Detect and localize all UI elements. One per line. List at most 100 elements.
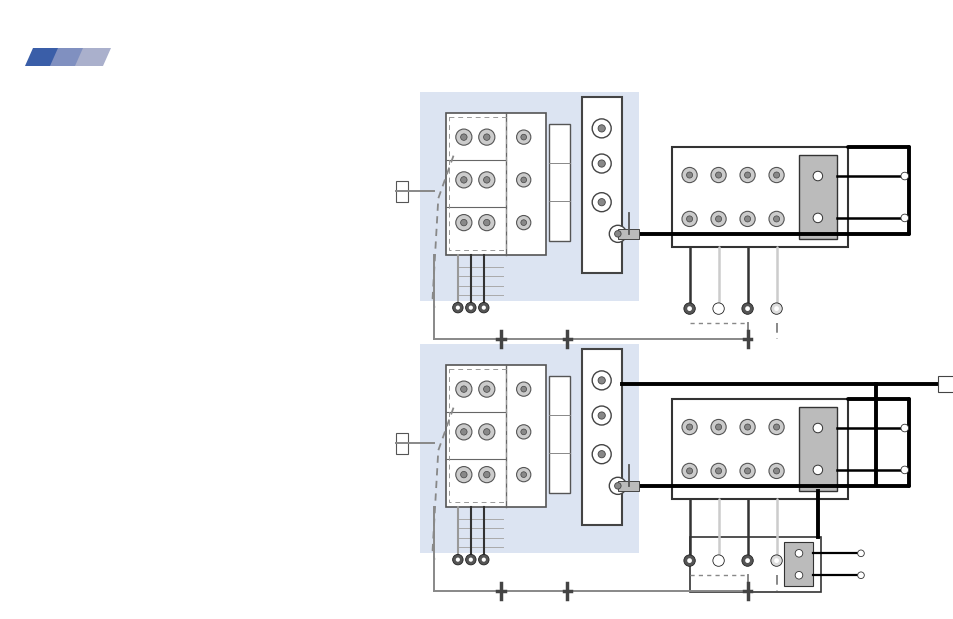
Circle shape [741,555,753,566]
Circle shape [456,558,459,561]
FancyBboxPatch shape [396,433,408,454]
Circle shape [520,177,526,183]
Circle shape [683,555,695,566]
Circle shape [598,125,604,132]
Circle shape [456,215,472,231]
FancyBboxPatch shape [445,113,545,256]
Circle shape [740,167,755,183]
Circle shape [452,555,462,565]
Circle shape [715,424,720,430]
Circle shape [686,216,692,222]
Circle shape [744,306,749,311]
Circle shape [710,167,725,183]
Circle shape [900,424,907,432]
Circle shape [483,428,490,435]
Circle shape [773,468,779,474]
Circle shape [516,382,530,396]
Circle shape [468,558,473,561]
Circle shape [516,215,530,230]
Circle shape [609,477,626,495]
Circle shape [598,377,604,384]
Circle shape [614,231,620,237]
Circle shape [460,386,467,392]
Circle shape [460,428,467,435]
Circle shape [478,129,495,145]
Circle shape [592,371,611,390]
Circle shape [712,555,723,566]
Circle shape [900,466,907,474]
Circle shape [460,134,467,141]
Circle shape [715,172,720,178]
Circle shape [592,154,611,173]
Circle shape [516,130,530,144]
Circle shape [681,463,697,478]
Circle shape [774,306,779,311]
Circle shape [900,172,907,180]
Circle shape [773,216,779,222]
Circle shape [456,172,472,188]
Circle shape [768,420,783,435]
FancyBboxPatch shape [420,92,639,301]
FancyBboxPatch shape [689,537,821,592]
Circle shape [686,306,691,311]
FancyBboxPatch shape [798,155,837,239]
Circle shape [598,451,604,458]
Circle shape [743,216,750,222]
Circle shape [456,467,472,483]
Circle shape [592,444,611,464]
Circle shape [715,468,720,474]
Circle shape [716,306,720,311]
Circle shape [520,386,526,392]
Circle shape [741,303,753,314]
Circle shape [478,555,489,565]
Circle shape [478,381,495,397]
Circle shape [683,303,695,314]
Circle shape [516,173,530,187]
Circle shape [481,306,485,310]
Circle shape [686,172,692,178]
FancyBboxPatch shape [783,542,813,586]
Circle shape [460,176,467,183]
Circle shape [465,555,476,565]
Circle shape [452,303,462,313]
Circle shape [609,225,626,243]
Circle shape [478,424,495,440]
Circle shape [712,303,723,314]
FancyBboxPatch shape [420,344,639,553]
Circle shape [483,219,490,226]
Polygon shape [50,48,86,66]
Circle shape [768,211,783,227]
Circle shape [686,468,692,474]
Circle shape [716,558,720,563]
Circle shape [857,550,863,556]
Circle shape [598,160,604,167]
FancyBboxPatch shape [618,228,639,239]
Circle shape [740,211,755,227]
Circle shape [710,463,725,478]
FancyBboxPatch shape [581,97,621,272]
Circle shape [520,134,526,140]
Circle shape [592,193,611,212]
Circle shape [681,167,697,183]
Circle shape [710,420,725,435]
Circle shape [456,424,472,440]
FancyBboxPatch shape [937,376,953,392]
Circle shape [740,463,755,478]
Circle shape [598,412,604,419]
Circle shape [686,424,692,430]
Circle shape [483,176,490,183]
Circle shape [743,424,750,430]
Circle shape [744,558,749,563]
Circle shape [773,424,779,430]
Circle shape [456,381,472,397]
Circle shape [715,216,720,222]
Circle shape [592,119,611,138]
Circle shape [456,129,472,145]
Circle shape [456,306,459,310]
Circle shape [710,211,725,227]
Circle shape [812,423,821,433]
Circle shape [900,214,907,222]
Circle shape [795,571,801,579]
Circle shape [516,425,530,439]
Circle shape [812,213,821,223]
